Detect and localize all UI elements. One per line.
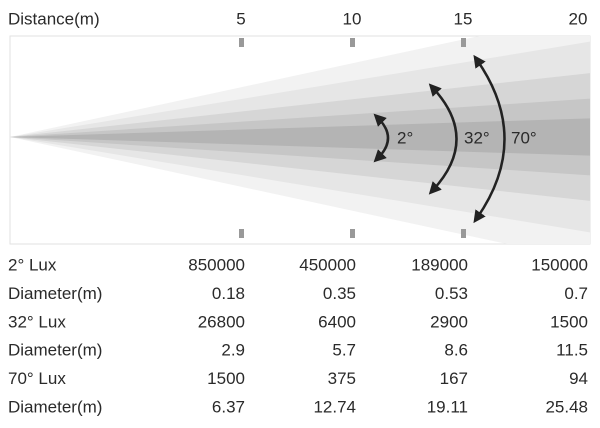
distance-label: Distance(m) — [8, 9, 100, 28]
distance-tick — [239, 229, 244, 238]
table-value: 2.9 — [221, 341, 245, 360]
arrow-2 — [373, 113, 390, 163]
table-value: 26800 — [198, 312, 245, 331]
table-value: 0.35 — [323, 284, 356, 303]
table-value: 5.7 — [332, 341, 356, 360]
table-value: 167 — [440, 369, 468, 388]
table-value: 375 — [328, 369, 356, 388]
table-value: 0.53 — [435, 284, 468, 303]
arrow-70 — [473, 54, 506, 224]
row-label: Diameter(m) — [8, 397, 102, 416]
table-value: 850000 — [188, 255, 245, 274]
row-label: 32° Lux — [8, 312, 66, 331]
distance-tick — [350, 229, 355, 238]
beam-angle-label: 70° — [511, 128, 537, 147]
distance-tick — [461, 38, 466, 47]
beam-angle-label: 2° — [397, 128, 413, 147]
distance-value: 5 — [236, 9, 245, 28]
table-value: 150000 — [531, 255, 588, 274]
distance-tick — [461, 229, 466, 238]
distance-tick — [239, 38, 244, 47]
arrow-32 — [428, 83, 458, 195]
table-value: 1500 — [207, 369, 245, 388]
beam-angle-label: 32° — [464, 128, 490, 147]
row-label: Diameter(m) — [8, 284, 102, 303]
table-value: 25.48 — [545, 397, 588, 416]
distance-tick — [350, 38, 355, 47]
table-value: 1500 — [550, 312, 588, 331]
table-value: 6.37 — [212, 397, 245, 416]
distance-value: 10 — [343, 9, 362, 28]
table-value: 450000 — [299, 255, 356, 274]
table-value: 8.6 — [444, 341, 468, 360]
row-label: 70° Lux — [8, 369, 66, 388]
row-label: 2° Lux — [8, 255, 57, 274]
table-value: 94 — [569, 369, 588, 388]
table-value: 0.18 — [212, 284, 245, 303]
table-value: 6400 — [318, 312, 356, 331]
table-value: 2900 — [430, 312, 468, 331]
table-value: 12.74 — [313, 397, 356, 416]
beam-layer — [10, 118, 590, 156]
table-value: 11.5 — [556, 341, 588, 360]
table-value: 19.11 — [427, 397, 468, 416]
distance-value: 15 — [454, 9, 473, 28]
row-label: Diameter(m) — [8, 341, 102, 360]
table-value: 189000 — [411, 255, 468, 274]
table-value: 0.7 — [564, 284, 588, 303]
distance-value: 20 — [569, 9, 588, 28]
